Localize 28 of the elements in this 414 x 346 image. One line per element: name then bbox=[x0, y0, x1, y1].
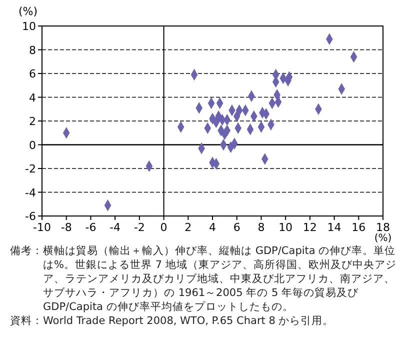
x-tick-label: -2 bbox=[134, 221, 145, 234]
y-tick-label: 4 bbox=[29, 91, 36, 104]
x-tick-label: 10 bbox=[278, 221, 293, 234]
x-tick-label: 6 bbox=[233, 221, 240, 234]
y-tick-label: 10 bbox=[22, 20, 36, 33]
x-tick-label: 0 bbox=[160, 221, 168, 234]
y-axis-title: (%) bbox=[18, 5, 38, 18]
x-tick-label: -4 bbox=[110, 221, 121, 234]
y-tick-label: 0 bbox=[29, 138, 36, 152]
x-tick-label: 12 bbox=[302, 221, 317, 234]
text: 備考：横軸は貿易（輸出＋輸入）伸び率、縦軸は GDP/Capita の伸び率。単位は%。世銀による世界 7 地域（東アジア、高所得国、欧州及び中央アジア、ラテンアメリカ及びカリブ地域、中東及び北アフリカ、南アジア、サブサハラ・アフリカ）の 1961～2005 年の 5 年毎の貿易及び GDP/Capita の伸び率平均値をプロットしたもの。 bbox=[10, 244, 396, 313]
x-tick-label: -6 bbox=[85, 221, 96, 234]
x-tick-label: -8 bbox=[60, 221, 72, 234]
x-tick-label: -10 bbox=[33, 221, 51, 234]
x-tick-label: 16 bbox=[352, 221, 366, 234]
y-tick-label: -6 bbox=[25, 210, 36, 223]
x-axis-title: (%) bbox=[374, 233, 392, 244]
y-tick-label: 8 bbox=[29, 44, 36, 57]
x-tick-label: 2 bbox=[184, 221, 192, 234]
x-tick-label: 8 bbox=[258, 221, 265, 234]
y-tick-label: 2 bbox=[29, 115, 36, 128]
x-tick-label: 14 bbox=[327, 221, 342, 234]
text: 資料：World Trade Report 2008, WTO, P.65 Chart 8 から引用。 bbox=[10, 314, 334, 327]
x-tick-label: 4 bbox=[209, 221, 216, 234]
x-tick-label: 18 bbox=[376, 221, 390, 234]
y-tick-label: 6 bbox=[29, 68, 36, 80]
y-tick-label: -4 bbox=[25, 186, 36, 200]
y-tick-label: -2 bbox=[25, 162, 36, 176]
